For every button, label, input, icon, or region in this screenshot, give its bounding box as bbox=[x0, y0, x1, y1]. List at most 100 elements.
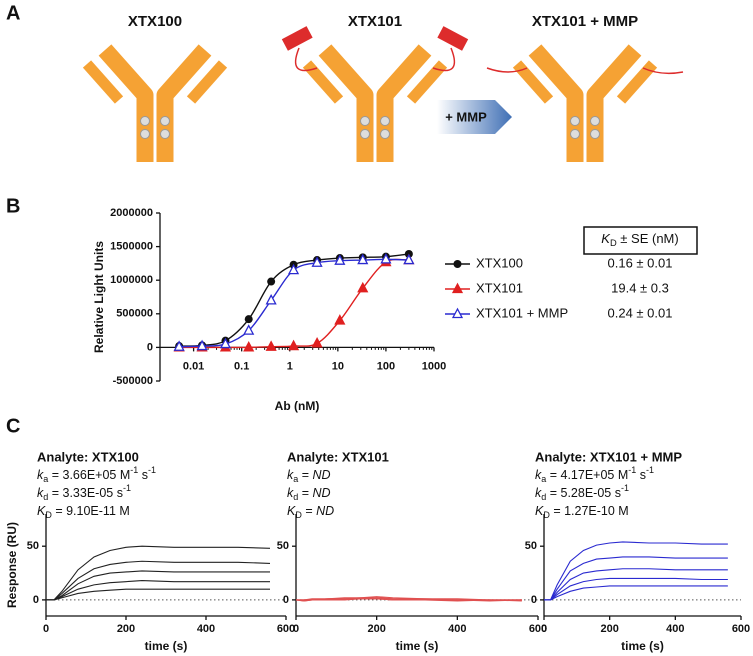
series-line bbox=[46, 580, 270, 601]
annotation: kd = ND bbox=[287, 486, 331, 502]
y-tick-label: 2000000 bbox=[110, 207, 153, 219]
series-line bbox=[544, 556, 728, 601]
point bbox=[357, 253, 369, 265]
point bbox=[243, 341, 255, 352]
text-run: s bbox=[138, 468, 148, 482]
chart-title: Analyte: XTX100 bbox=[37, 449, 139, 464]
point bbox=[311, 256, 323, 267]
annotation: kd = 5.28E-05 s-1 bbox=[535, 483, 629, 502]
annotation: KD = ND bbox=[287, 504, 334, 520]
text-run: D bbox=[45, 510, 52, 520]
cleaved-antibody bbox=[486, 50, 684, 162]
series-line bbox=[544, 541, 728, 601]
x-tick-label: 200 bbox=[117, 623, 135, 635]
point bbox=[267, 277, 276, 286]
table-header: KD ± SE (nM) bbox=[601, 231, 678, 248]
y-tick-label: 50 bbox=[277, 540, 289, 552]
legend-label: XTX101 bbox=[476, 280, 523, 295]
table-cell: 0.16 ± 0.01 bbox=[608, 255, 673, 270]
text-run: D bbox=[610, 238, 617, 248]
legend-label: XTX100 bbox=[476, 255, 523, 270]
masked-antibody bbox=[281, 26, 469, 162]
arrow bbox=[437, 100, 512, 134]
text-run: -1 bbox=[148, 465, 156, 475]
x-tick-label: 200 bbox=[367, 623, 385, 635]
y-tick-label: 0 bbox=[531, 594, 537, 606]
series-line bbox=[544, 585, 728, 601]
text-run: k bbox=[287, 486, 294, 500]
point bbox=[287, 339, 300, 351]
text-run: -1 bbox=[628, 465, 636, 475]
text-run: K bbox=[37, 504, 46, 518]
annotation: kd = 3.33E-05 s-1 bbox=[37, 483, 131, 502]
text-run: k bbox=[535, 468, 542, 482]
x-axis-label: time (s) bbox=[621, 639, 664, 653]
y-tick-label: 50 bbox=[27, 540, 39, 552]
text-run: = 3.33E-05 s bbox=[48, 486, 123, 500]
point bbox=[357, 281, 369, 293]
x-tick-label: 600 bbox=[277, 623, 295, 635]
text-run: = 1.27E-10 M bbox=[550, 504, 629, 518]
x-axis-label: time (s) bbox=[396, 639, 439, 653]
annotation: KD = 1.27E-10 M bbox=[535, 504, 629, 520]
y-tick-label: -500000 bbox=[113, 375, 153, 387]
text-run: = bbox=[298, 468, 312, 482]
point bbox=[451, 282, 464, 294]
text-run: = 9.10E-11 M bbox=[52, 504, 130, 518]
annotation: KD = 9.10E-11 M bbox=[37, 504, 130, 520]
x-tick-label: 400 bbox=[448, 623, 466, 635]
text-run: ND bbox=[313, 486, 331, 500]
antibody-label: XTX100 bbox=[128, 13, 182, 30]
y-tick-label: 0 bbox=[33, 594, 39, 606]
text-run: k bbox=[37, 486, 44, 500]
text-run: -1 bbox=[130, 465, 138, 475]
point bbox=[380, 252, 392, 264]
point bbox=[196, 339, 208, 351]
text-run: -1 bbox=[621, 483, 629, 493]
text-run: = bbox=[298, 486, 312, 500]
text-run: d bbox=[293, 492, 298, 502]
series-line bbox=[46, 560, 271, 601]
point bbox=[265, 293, 277, 305]
x-axis-label: time (s) bbox=[145, 639, 188, 653]
text-run: a bbox=[293, 474, 298, 484]
text-run: -1 bbox=[123, 483, 131, 493]
point bbox=[244, 315, 253, 324]
chart-title: Analyte: XTX101 bbox=[287, 449, 389, 464]
series-line bbox=[296, 598, 522, 602]
antibody bbox=[87, 50, 223, 162]
x-tick-label: 10 bbox=[332, 360, 344, 372]
x-tick-label: 600 bbox=[732, 623, 750, 635]
text-run: k bbox=[535, 486, 542, 500]
y-axis-label: Response (RU) bbox=[5, 522, 19, 608]
table-cell: 0.24 ± 0.01 bbox=[608, 305, 673, 320]
point bbox=[173, 340, 185, 351]
point bbox=[287, 263, 300, 275]
antibody-label: XTX101 + MMP bbox=[532, 13, 638, 30]
x-tick-label: 400 bbox=[197, 623, 215, 635]
annotation: ka = ND bbox=[287, 468, 331, 484]
panel-label: A bbox=[6, 2, 20, 24]
y-tick-label: 0 bbox=[283, 594, 289, 606]
point bbox=[311, 336, 323, 348]
point bbox=[403, 253, 415, 265]
point bbox=[243, 324, 255, 335]
text-run: = 5.28E-05 s bbox=[546, 486, 621, 500]
chart-title: Analyte: XTX101 + MMP bbox=[535, 449, 682, 464]
point bbox=[219, 337, 232, 349]
x-tick-label: 100 bbox=[377, 360, 395, 372]
point bbox=[334, 254, 346, 265]
text-run: D bbox=[543, 510, 550, 520]
x-tick-label: 400 bbox=[666, 623, 684, 635]
text-run: d bbox=[541, 492, 546, 502]
x-tick-label: 0 bbox=[293, 623, 299, 635]
point bbox=[334, 314, 346, 325]
series-line bbox=[46, 570, 270, 601]
series-line bbox=[544, 568, 728, 601]
x-tick-label: 0 bbox=[541, 623, 547, 635]
text-run: = 3.66E+05 M bbox=[48, 468, 130, 482]
table-cell: 19.4 ± 0.3 bbox=[611, 280, 669, 295]
text-run: K bbox=[287, 504, 296, 518]
y-tick-label: 1000000 bbox=[110, 274, 153, 286]
y-tick-label: 0 bbox=[147, 341, 153, 353]
